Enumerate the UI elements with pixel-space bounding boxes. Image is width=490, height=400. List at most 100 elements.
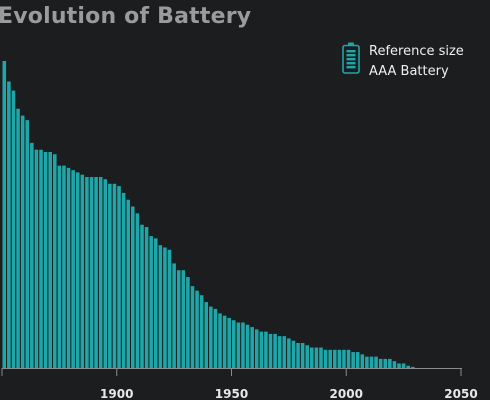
bar — [158, 245, 163, 368]
bar — [16, 108, 20, 368]
bar — [7, 81, 11, 368]
bar — [62, 165, 66, 368]
bar — [140, 224, 144, 368]
x-tick-label: 1900 — [100, 387, 133, 400]
bar — [126, 199, 131, 368]
bar — [66, 167, 71, 368]
bar — [287, 338, 291, 368]
bar — [108, 183, 112, 368]
bars — [2, 61, 415, 368]
bar — [135, 213, 140, 368]
bar — [98, 176, 103, 368]
bar — [39, 149, 43, 368]
bar — [57, 165, 62, 368]
legend: Reference size AAA Battery — [342, 42, 464, 82]
bar — [52, 154, 57, 368]
bar — [305, 345, 310, 368]
bar — [48, 151, 52, 368]
bar — [355, 352, 360, 368]
bar — [2, 61, 7, 368]
bar — [199, 295, 204, 368]
bar — [30, 142, 34, 368]
bar — [342, 349, 346, 368]
bar — [204, 302, 209, 368]
bar — [300, 342, 305, 368]
battery-icon — [342, 42, 360, 74]
bar — [176, 270, 181, 368]
bar — [282, 336, 287, 368]
bar — [25, 120, 30, 368]
bar — [383, 358, 388, 368]
bar — [232, 320, 236, 368]
bar — [254, 329, 259, 368]
bar — [20, 115, 25, 368]
bar — [241, 322, 245, 368]
bar — [332, 349, 337, 368]
bar — [89, 176, 94, 368]
bar — [264, 331, 268, 368]
bar — [153, 238, 158, 368]
bar — [222, 315, 227, 368]
bar — [374, 356, 378, 368]
bar — [360, 354, 365, 368]
bar — [314, 347, 319, 368]
bar — [103, 179, 108, 368]
bar — [213, 308, 218, 368]
bar — [277, 336, 282, 368]
chart-title: Evolution of Battery — [0, 4, 252, 29]
bar — [378, 358, 383, 368]
bar — [218, 313, 222, 368]
bar — [167, 249, 172, 368]
bar — [411, 366, 415, 368]
bar — [144, 227, 149, 368]
legend-line-reference: Reference size — [369, 44, 464, 59]
x-tick-label: 1950 — [215, 387, 248, 400]
bar — [319, 347, 323, 368]
bar — [117, 186, 121, 368]
bar — [190, 286, 195, 368]
bar — [85, 176, 89, 368]
bar — [401, 363, 406, 368]
bar — [80, 174, 85, 368]
bar — [34, 149, 39, 368]
bar — [268, 333, 273, 368]
bar — [163, 247, 167, 368]
bar — [323, 349, 328, 368]
bar — [291, 340, 296, 368]
bar — [406, 365, 410, 368]
bar — [227, 317, 231, 368]
legend-line-battery: AAA Battery — [369, 64, 449, 79]
bar — [296, 342, 300, 368]
bar — [112, 183, 117, 368]
bar — [388, 358, 392, 368]
bar — [346, 349, 351, 368]
bar — [337, 349, 342, 368]
bar — [397, 363, 401, 368]
bar — [245, 324, 250, 368]
bar — [369, 356, 374, 368]
bar — [186, 277, 190, 368]
bar — [121, 192, 126, 368]
bar — [43, 151, 48, 368]
bar — [250, 327, 254, 368]
bar — [131, 206, 135, 368]
x-tick-label: 2000 — [330, 387, 363, 400]
bar — [94, 176, 98, 368]
bar — [351, 352, 355, 368]
x-tick-label: 2050 — [444, 387, 477, 400]
bar — [172, 263, 176, 368]
bar — [273, 333, 277, 368]
bar — [195, 290, 199, 368]
bar — [328, 349, 332, 368]
bar — [181, 270, 186, 368]
bar — [236, 322, 241, 368]
bar — [11, 90, 16, 368]
bar — [75, 172, 80, 368]
bar — [209, 306, 213, 368]
bar — [259, 331, 264, 368]
bar — [365, 356, 369, 368]
bar — [392, 361, 397, 368]
bar — [310, 347, 314, 368]
x-axis: 1900 1950 2000 2050 — [1, 368, 478, 400]
